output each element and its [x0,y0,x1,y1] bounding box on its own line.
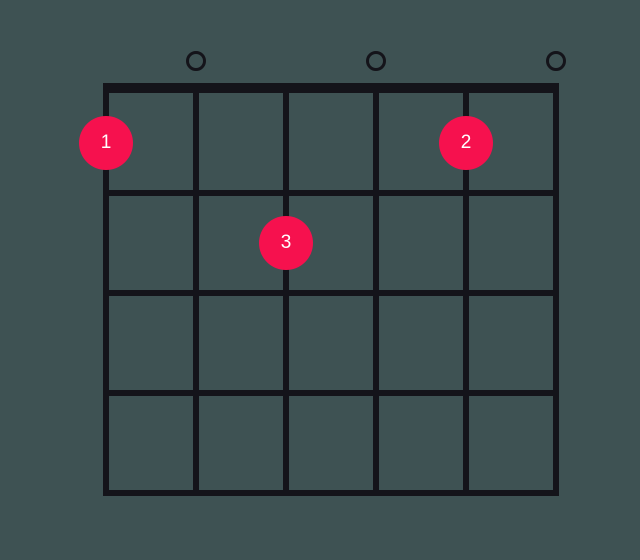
finger-label: 1 [101,132,112,154]
open-string-marker [546,51,566,71]
open-string-marker [186,51,206,71]
finger-marker: 2 [439,116,493,170]
finger-marker: 1 [79,116,133,170]
nut [103,83,559,93]
fret-line [103,190,559,196]
fret-line [103,490,559,496]
finger-label: 3 [281,232,292,254]
fret-line [103,390,559,396]
fret-line [103,290,559,296]
open-string-marker [366,51,386,71]
chord-diagram: 1 2 3 [0,0,640,560]
finger-label: 2 [461,132,472,154]
finger-marker: 3 [259,216,313,270]
